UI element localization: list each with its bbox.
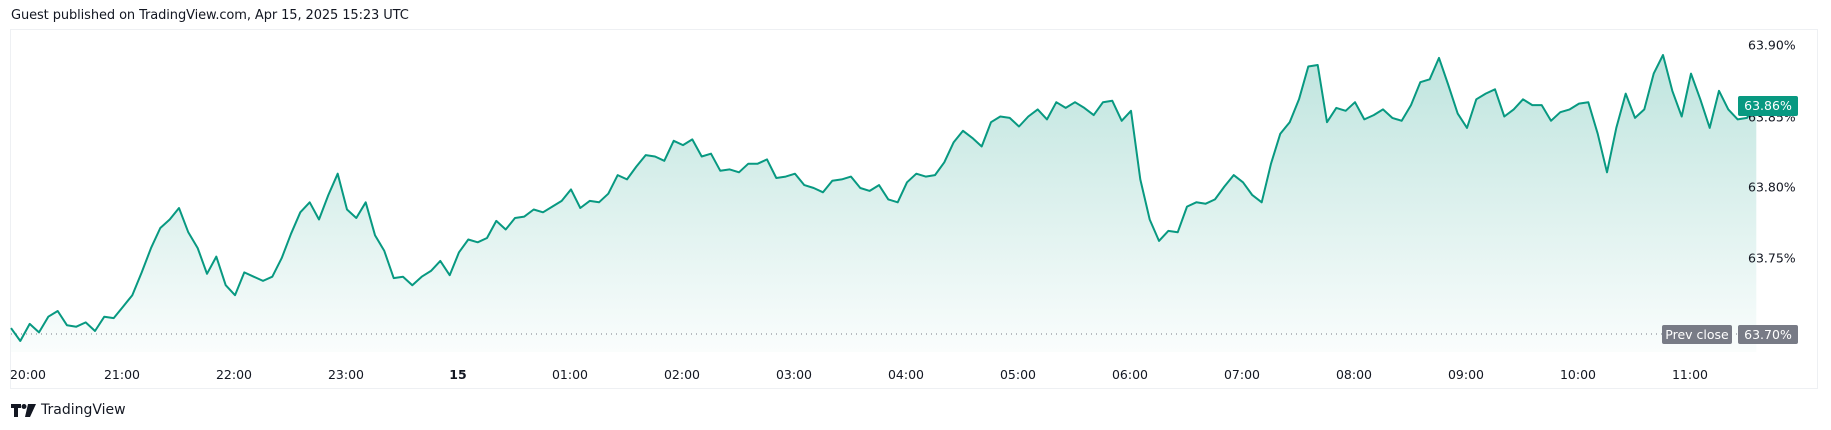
tradingview-logo-icon: [11, 403, 36, 417]
time-label: 10:00: [1559, 367, 1597, 382]
time-label: 05:00: [999, 367, 1037, 382]
date-label: 15: [449, 367, 467, 382]
time-label: 20:00: [9, 367, 47, 382]
time-label: 22:00: [215, 367, 253, 382]
time-label: 06:00: [1111, 367, 1149, 382]
prev-close-label: Prev close: [1662, 325, 1732, 344]
price-label: 63.75%: [1748, 250, 1796, 266]
price-label: 63.80%: [1748, 179, 1796, 195]
time-label: 03:00: [775, 367, 813, 382]
price-label: 63.90%: [1748, 37, 1796, 53]
time-label: 09:00: [1447, 367, 1485, 382]
time-label: 04:00: [887, 367, 925, 382]
time-label: 07:00: [1223, 367, 1261, 382]
last-price-badge: 63.86%: [1738, 96, 1798, 116]
time-label: 02:00: [663, 367, 701, 382]
tradingview-brand[interactable]: TradingView: [11, 402, 126, 418]
price-area-fill: [11, 55, 1757, 352]
chart-frame: [10, 29, 1818, 389]
brand-name: TradingView: [41, 402, 126, 418]
publish-caption: Guest published on TradingView.com, Apr …: [11, 8, 409, 23]
time-label: 11:00: [1671, 367, 1709, 382]
prev-close-value: 63.70%: [1738, 325, 1798, 344]
time-label: 21:00: [103, 367, 141, 382]
time-label: 01:00: [551, 367, 589, 382]
time-label: 23:00: [327, 367, 365, 382]
price-line: [10, 54, 1758, 342]
time-label: 08:00: [1335, 367, 1373, 382]
